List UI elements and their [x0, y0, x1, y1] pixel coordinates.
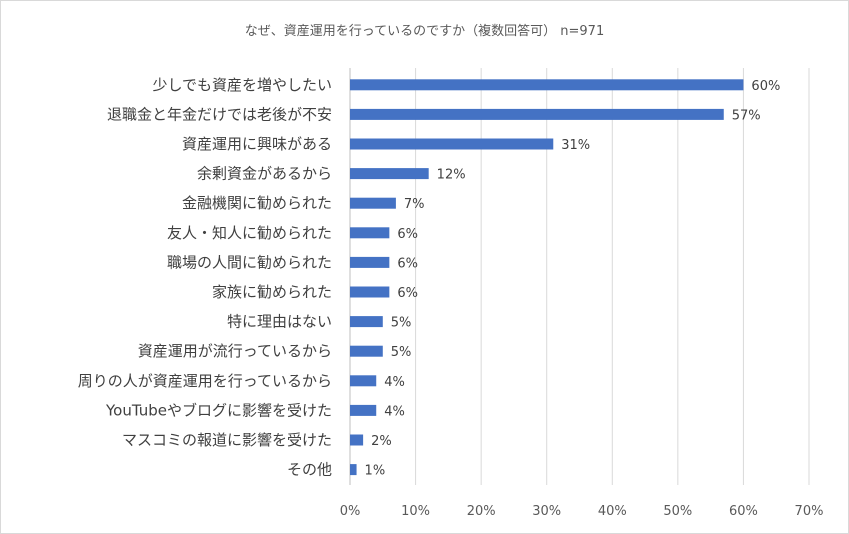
- category-label: 金融機関に勧められた: [182, 194, 332, 212]
- x-tick-label: 50%: [663, 504, 692, 519]
- category-label: 友人・知人に勧められた: [167, 224, 332, 242]
- bar: [350, 79, 744, 91]
- x-tick-label: 10%: [401, 504, 430, 519]
- bar: [350, 316, 383, 328]
- bar: [350, 108, 724, 120]
- x-tick-label: 60%: [729, 504, 758, 519]
- bar: [350, 464, 357, 476]
- category-label: 資産運用が流行っているから: [138, 342, 332, 360]
- bar: [350, 404, 377, 416]
- category-label: YouTubeやブログに影響を受けた: [105, 401, 332, 419]
- category-label: 退職金と年金だけでは老後が不安: [107, 105, 332, 123]
- data-label: 4%: [384, 404, 405, 419]
- bar: [350, 375, 377, 387]
- category-label: 余剰資金があるから: [197, 165, 332, 183]
- x-tick-label: 40%: [598, 504, 627, 519]
- category-label: 周りの人が資産運用を行っているから: [78, 372, 332, 390]
- x-tick-label: 30%: [532, 504, 561, 519]
- category-label: 少しでも資産を増やしたい: [152, 76, 332, 94]
- category-label: 資産運用に興味がある: [182, 135, 332, 153]
- data-label: 6%: [397, 256, 418, 271]
- data-label: 1%: [365, 464, 386, 479]
- category-label: マスコミの報道に影響を受けた: [122, 431, 332, 449]
- category-label: 特に理由はない: [227, 313, 332, 331]
- data-label: 5%: [391, 316, 412, 331]
- x-tick-label: 0%: [340, 504, 361, 519]
- data-label: 7%: [404, 197, 425, 212]
- bar: [350, 434, 364, 446]
- data-label: 6%: [397, 286, 418, 301]
- data-label: 4%: [384, 375, 405, 390]
- x-tick-label: 20%: [467, 504, 496, 519]
- bar: [350, 168, 429, 180]
- category-label: その他: [287, 461, 332, 479]
- data-label: 12%: [437, 168, 466, 183]
- chart-title: なぜ、資産運用を行っているのですか（複数回答可） n=971: [244, 24, 605, 39]
- bar: [350, 286, 390, 298]
- data-label: 31%: [561, 138, 590, 153]
- data-label: 60%: [751, 79, 780, 94]
- data-label: 57%: [732, 108, 761, 123]
- bar: [350, 138, 554, 150]
- category-label: 職場の人間に勧められた: [167, 253, 332, 271]
- bar: [350, 197, 396, 209]
- bar: [350, 256, 390, 268]
- bar: [350, 227, 390, 239]
- data-label: 2%: [371, 434, 392, 449]
- data-label: 6%: [397, 227, 418, 242]
- data-label: 5%: [391, 345, 412, 360]
- x-tick-label: 70%: [795, 504, 824, 519]
- bar: [350, 345, 383, 357]
- category-label: 家族に勧められた: [212, 283, 332, 301]
